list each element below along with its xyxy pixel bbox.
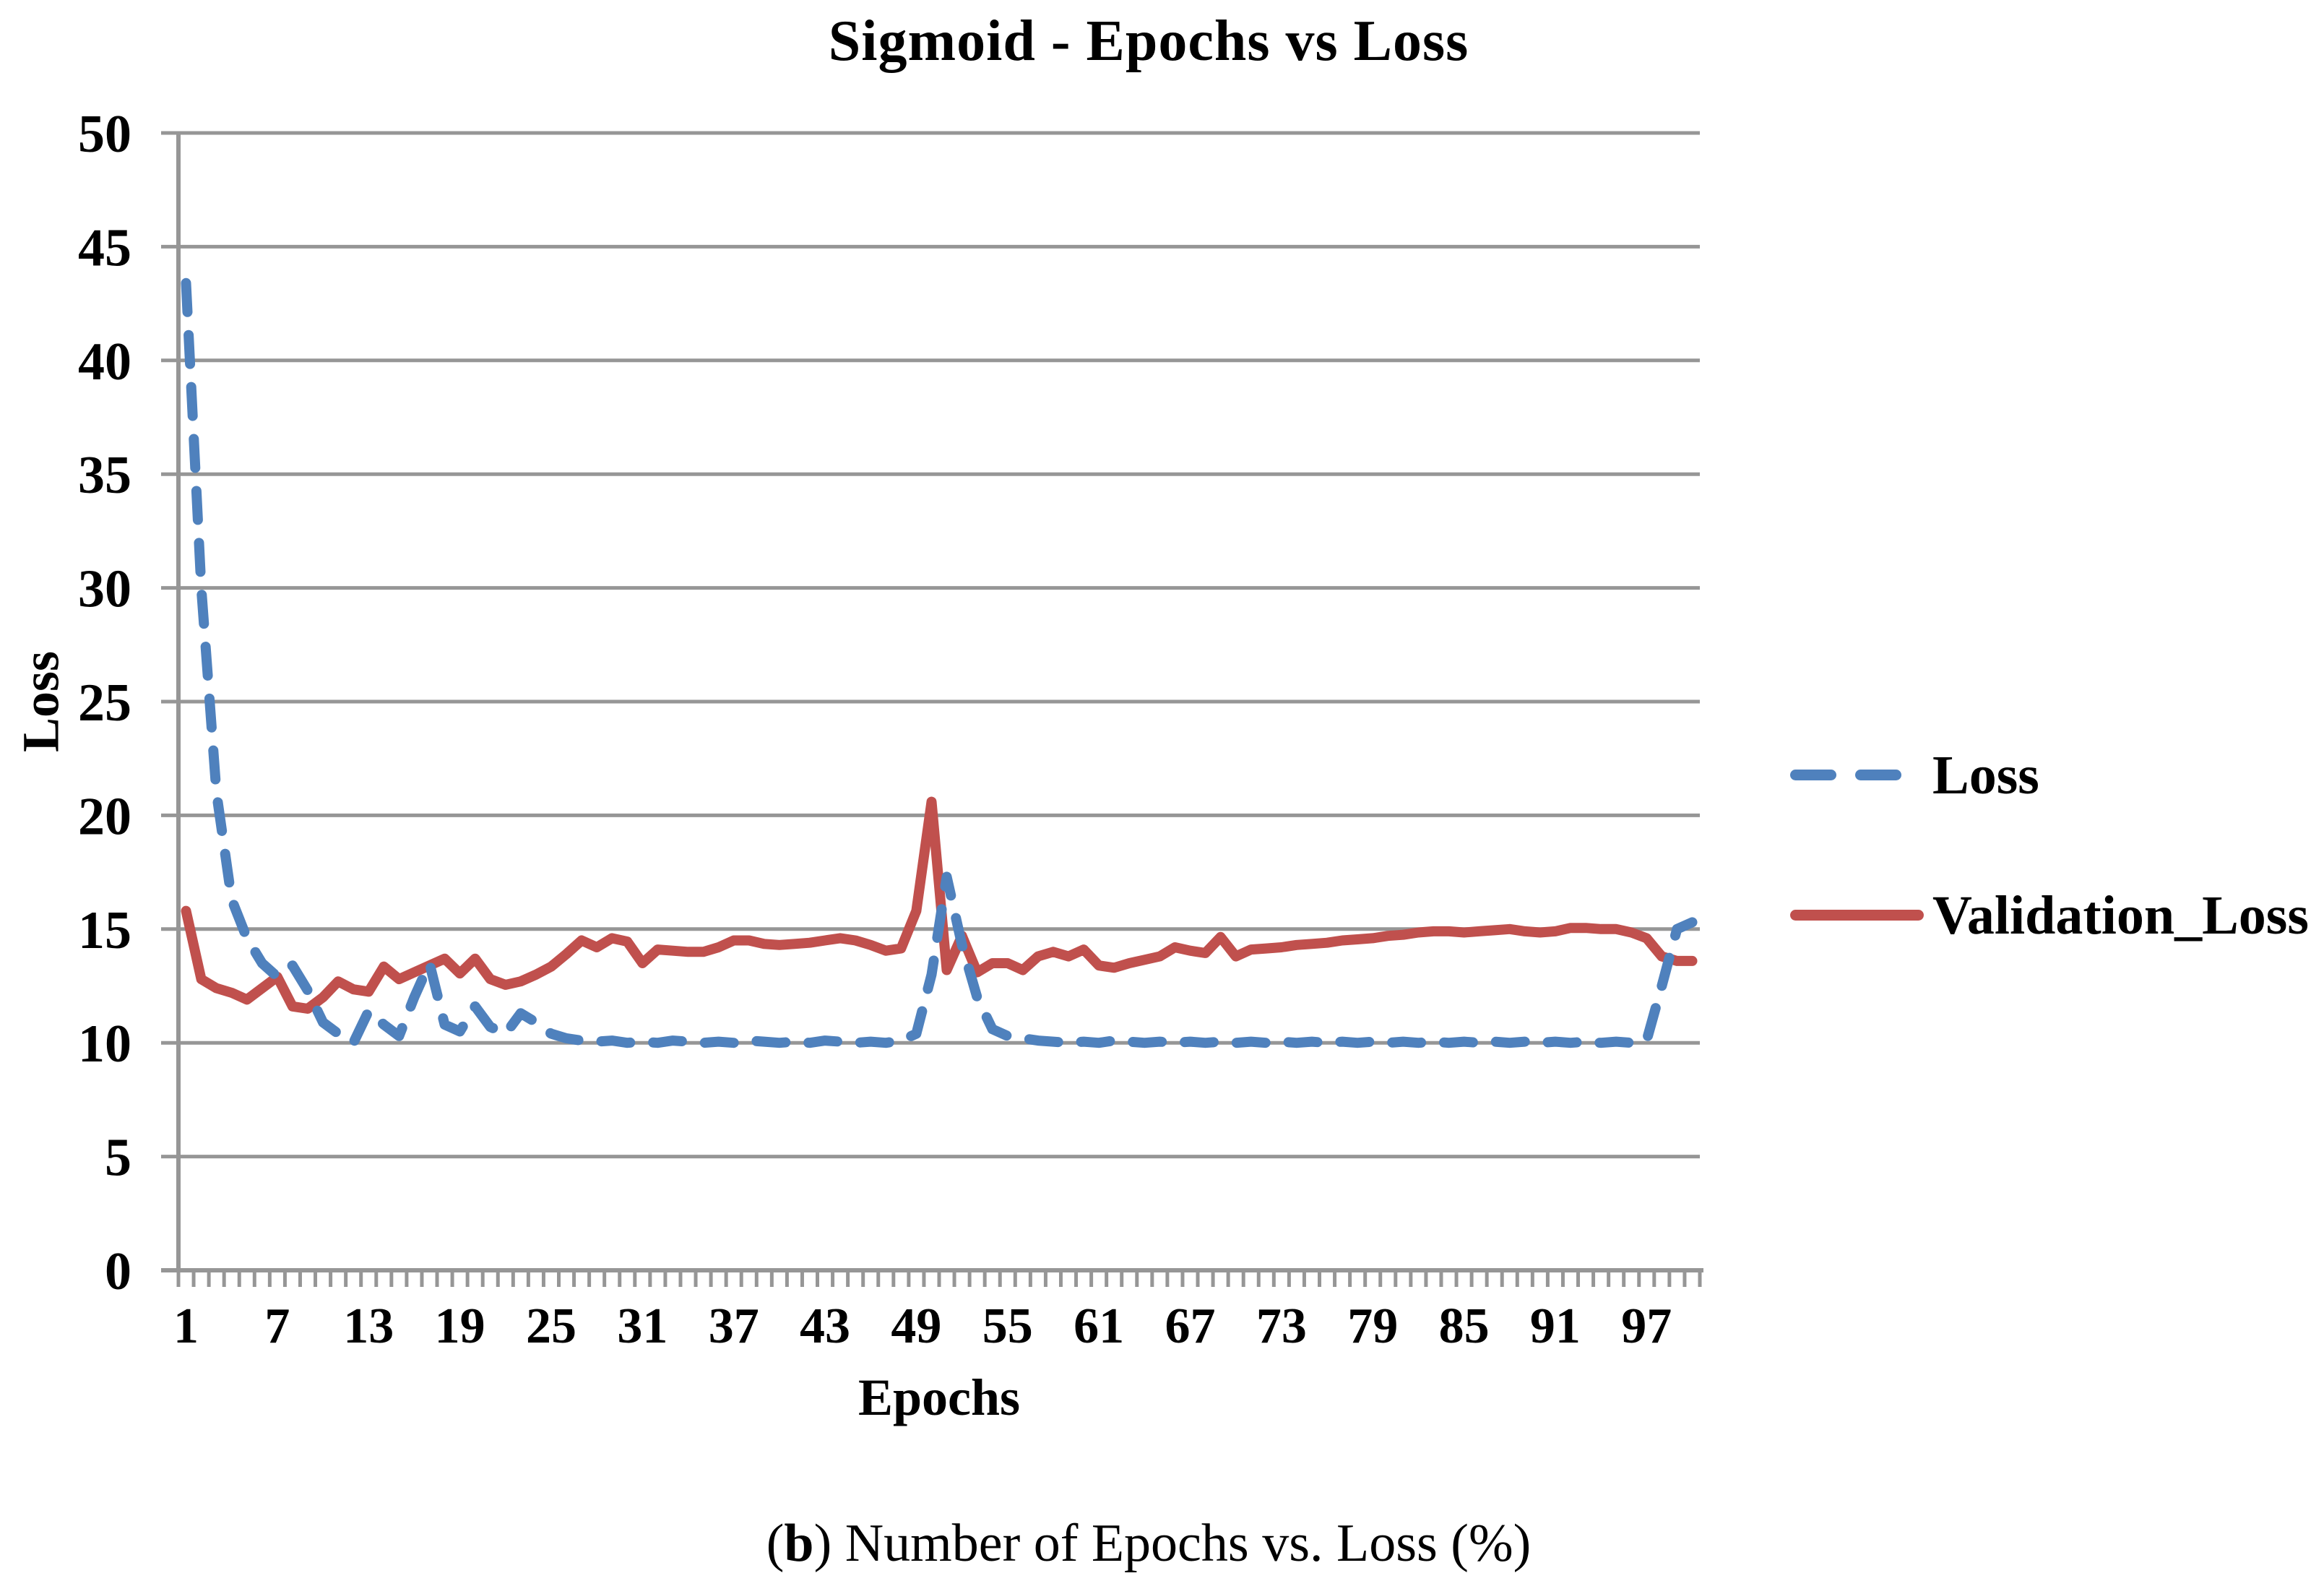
svg-text:97: 97 — [1621, 1298, 1672, 1354]
svg-text:40: 40 — [78, 332, 131, 392]
validation-loss-solid-line-swatch — [1790, 910, 1924, 921]
svg-text:85: 85 — [1439, 1298, 1490, 1354]
svg-text:25: 25 — [526, 1298, 576, 1354]
dash-segment — [1790, 770, 1836, 780]
figure-caption: (b) Number of Epochs vs. Loss (%) — [766, 1513, 1531, 1574]
svg-text:61: 61 — [1074, 1298, 1124, 1354]
svg-text:7: 7 — [264, 1298, 290, 1354]
legend-item-loss: Loss — [1790, 743, 2039, 808]
series-loss-dashed-line — [181, 277, 1698, 1048]
svg-text:5: 5 — [105, 1129, 131, 1188]
svg-text:79: 79 — [1347, 1298, 1398, 1354]
gridlines — [178, 131, 1700, 1159]
svg-text:37: 37 — [709, 1298, 759, 1354]
svg-text:19: 19 — [435, 1298, 485, 1354]
svg-text:45: 45 — [78, 218, 131, 277]
dash-segment — [1855, 770, 1901, 780]
caption-prefix: ( — [766, 1514, 785, 1573]
legend-label-loss: Loss — [1932, 744, 2039, 806]
svg-text:50: 50 — [78, 105, 131, 164]
svg-text:25: 25 — [78, 673, 131, 733]
svg-text:20: 20 — [78, 787, 131, 846]
svg-text:73: 73 — [1256, 1298, 1307, 1354]
svg-text:15: 15 — [78, 901, 131, 960]
x-axis-title: Epochs — [858, 1369, 1021, 1426]
caption-bold-letter: b — [784, 1514, 814, 1573]
solid-segment — [1790, 910, 1924, 921]
svg-text:0: 0 — [105, 1242, 131, 1301]
svg-text:31: 31 — [617, 1298, 668, 1354]
legend-item-validation-loss: Validation_Loss — [1790, 883, 2309, 948]
svg-text:55: 55 — [982, 1298, 1033, 1354]
caption-rest: ) Number of Epochs vs. Loss (%) — [813, 1514, 1532, 1573]
chart-title: Sigmoid - Epochs vs Loss — [828, 9, 1469, 73]
svg-text:43: 43 — [800, 1298, 850, 1354]
svg-text:30: 30 — [78, 560, 131, 619]
series-validation-loss-line — [181, 796, 1698, 1014]
svg-text:35: 35 — [78, 446, 131, 505]
loss-dashed-line-swatch — [1790, 770, 1924, 781]
svg-text:1: 1 — [173, 1298, 199, 1354]
svg-text:10: 10 — [78, 1014, 131, 1074]
svg-text:49: 49 — [891, 1298, 941, 1354]
y-axis-title: Loss — [12, 650, 70, 753]
legend-label-validation-loss: Validation_Loss — [1932, 884, 2309, 946]
svg-text:13: 13 — [343, 1298, 394, 1354]
tick-labels: 0 5 10 15 20 25 30 35 40 45 50 1 7 13 19 25 31 37 43 49 55 61… — [78, 105, 1672, 1354]
svg-text:91: 91 — [1530, 1298, 1581, 1354]
svg-text:67: 67 — [1165, 1298, 1215, 1354]
tick-marks — [161, 131, 1702, 1287]
